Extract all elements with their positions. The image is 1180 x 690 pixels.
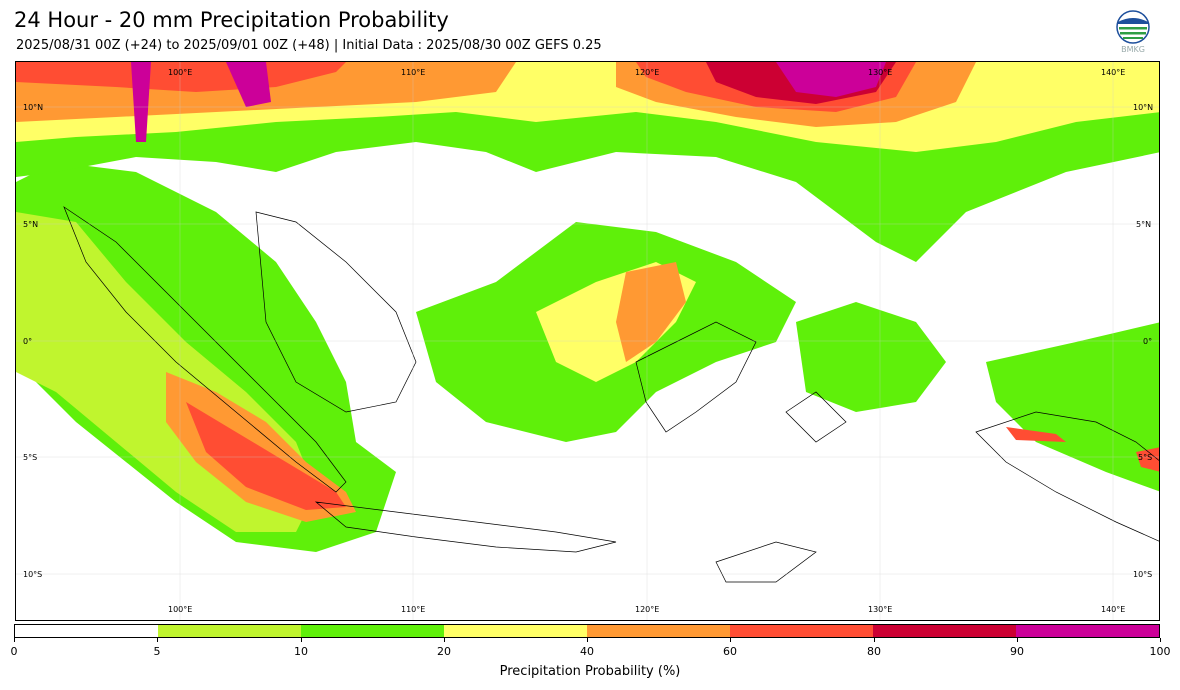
colorbar-tick-label: 80 — [867, 645, 881, 658]
colorbar-tick-label: 20 — [437, 645, 451, 658]
colorbar — [14, 624, 1160, 638]
grid-lines — [16, 62, 1159, 620]
colorbar-title: Precipitation Probability (%) — [499, 664, 681, 679]
colorbar-segment — [158, 625, 301, 637]
lon-label-bottom: 100°E — [168, 605, 193, 614]
lat-label-left: 5°N — [23, 220, 39, 229]
lon-label-top: 100°E — [168, 68, 193, 77]
prob-band-10-20-east — [796, 302, 946, 412]
lat-label-right: 5°S — [1138, 453, 1153, 462]
colorbar-tick — [874, 638, 875, 642]
colorbar-tick-label: 40 — [580, 645, 594, 658]
colorbar-tick — [14, 638, 15, 642]
lat-label-left: 5°S — [23, 453, 38, 462]
lon-label-bottom: 140°E — [1101, 605, 1126, 614]
prob-band-90-100-ne — [776, 62, 886, 97]
colorbar-tick — [587, 638, 588, 642]
lat-label-right: 5°N — [1136, 220, 1152, 229]
colorbar-tick — [730, 638, 731, 642]
colorbar-tick — [157, 638, 158, 642]
colorbar-tick-label: 60 — [723, 645, 737, 658]
logo-text: BMKG — [1121, 45, 1145, 54]
prob-band-60-80-png — [1006, 427, 1066, 442]
chart-title: 24 Hour - 20 mm Precipitation Probabilit… — [14, 8, 449, 32]
colorbar-segment — [873, 625, 1016, 637]
lat-label-left: 10°N — [23, 103, 44, 112]
prob-band-60-80 — [186, 402, 346, 510]
precipitation-map: 100°E 110°E 120°E 130°E 140°E 100°E 110°… — [15, 61, 1160, 621]
prob-band-90-100-nw2 — [226, 62, 271, 107]
lat-label-left: 10°S — [23, 570, 43, 579]
colorbar-segment — [301, 625, 444, 637]
colorbar-segment — [730, 625, 873, 637]
colorbar-segment — [444, 625, 587, 637]
lon-label-top: 110°E — [401, 68, 426, 77]
lat-label-right: 0° — [1143, 337, 1153, 346]
colorbar-tick-label: 0 — [10, 645, 18, 658]
coastlines — [63, 206, 1159, 583]
colorbar-tick-label: 5 — [153, 645, 161, 658]
colorbar-tick-label: 90 — [1010, 645, 1024, 658]
chart-subtitle: 2025/08/31 00Z (+24) to 2025/09/01 00Z (… — [16, 38, 602, 53]
lat-label-left: 0° — [23, 337, 33, 346]
prob-band-10-20-png — [986, 322, 1159, 492]
colorbar-tick — [444, 638, 445, 642]
lon-label-bottom: 130°E — [868, 605, 893, 614]
prob-band-90-100-nw — [131, 62, 151, 142]
lon-label-top: 120°E — [635, 68, 660, 77]
prob-band-40-60-central — [616, 262, 686, 362]
lon-label-bottom: 120°E — [635, 605, 660, 614]
map-canvas — [16, 62, 1159, 620]
colorbar-segment — [587, 625, 730, 637]
colorbar-segment — [15, 625, 158, 637]
colorbar-tick — [1017, 638, 1018, 642]
lat-label-right: 10°S — [1133, 570, 1153, 579]
lon-label-top: 140°E — [1101, 68, 1126, 77]
bmkg-logo-icon: BMKG — [1114, 10, 1152, 54]
colorbar-tick — [301, 638, 302, 642]
lon-label-bottom: 110°E — [401, 605, 426, 614]
lat-label-right: 10°N — [1133, 103, 1154, 112]
colorbar-tick-label: 100 — [1149, 645, 1171, 658]
lon-label-top: 130°E — [868, 68, 893, 77]
colorbar-tick — [1160, 638, 1161, 642]
colorbar-segment — [1016, 625, 1159, 637]
colorbar-tick-label: 10 — [294, 645, 308, 658]
prob-band-60-80-east — [1136, 447, 1159, 472]
